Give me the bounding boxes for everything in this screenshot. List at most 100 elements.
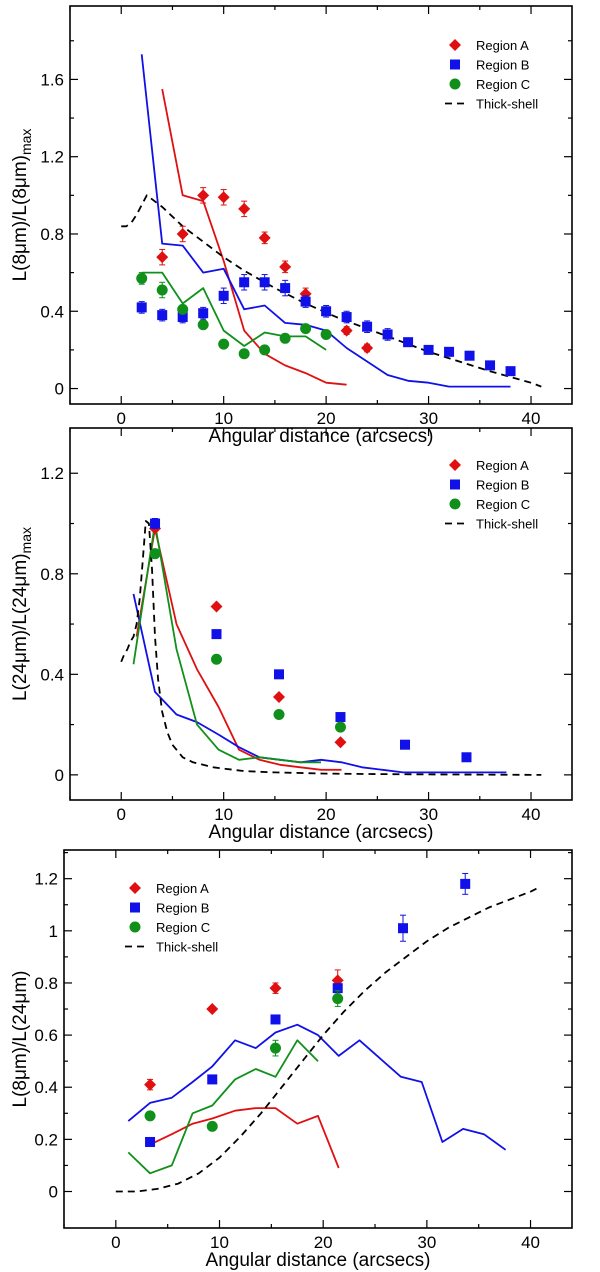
- line-thick-shell: [121, 194, 542, 388]
- point-region-b: [362, 321, 373, 332]
- point-region-c: [177, 303, 189, 315]
- point-region-c: [332, 993, 344, 1005]
- point-region-b: [423, 344, 434, 355]
- x-tick-label: 30: [419, 805, 438, 824]
- point-region-a: [217, 191, 230, 204]
- x-tick-label: 40: [522, 409, 541, 428]
- y-tick-label: 0.8: [34, 974, 58, 993]
- point-region-b: [461, 752, 472, 763]
- line-region-c: [132, 522, 321, 764]
- point-region-c: [269, 1042, 281, 1054]
- point-region-b: [259, 277, 270, 288]
- point-region-c: [144, 1110, 156, 1122]
- y-tick-label: 0: [55, 380, 64, 399]
- legend: Region A Region B Region C Thick-shell: [445, 38, 538, 112]
- x-axis-label: Angular distance (arcsecs): [209, 822, 434, 843]
- y-axis-label: L(8μm)/L(24μm): [10, 971, 31, 1108]
- point-region-c: [149, 548, 161, 560]
- panel-24um-normalized: 0 10 20 30 40 0 0.4 0.8 1.2 Angular distance (arc…: [10, 427, 573, 843]
- y-tick-label: 1.6: [40, 70, 64, 89]
- point-region-b: [150, 518, 161, 529]
- point-region-b: [273, 669, 284, 680]
- point-region-b: [270, 1014, 281, 1025]
- panel-8um-normalized: 0 10 20 30 40 0 0.4 0.8 1.2 1.6 Angular distance (…: [10, 5, 573, 447]
- y-tick-label: 1.2: [34, 870, 58, 889]
- y-axis-label-main: L(8μm)/L(24μm): [10, 971, 31, 1108]
- point-region-a: [269, 982, 282, 995]
- y-tick-label: 0.2: [34, 1130, 58, 1149]
- x-tick-label: 20: [314, 1233, 333, 1252]
- panel-8um-24um-ratio: 0 10 20 30 40 0 0.2 0.4 0.6 0.8 1 1.2 Angular distan…: [10, 849, 573, 1271]
- legend-swatch-region-c: [129, 921, 141, 933]
- point-region-c: [218, 338, 230, 350]
- point-region-a: [144, 1078, 157, 1091]
- y-axis-label: L(8μm)/L(8μm)max: [10, 129, 34, 282]
- x-tick-label: 20: [317, 805, 336, 824]
- legend-swatch-region-b: [450, 479, 460, 490]
- point-region-a: [272, 690, 285, 703]
- line-region-b: [127, 1023, 507, 1151]
- line-region-a: [135, 527, 342, 771]
- point-region-c: [156, 284, 168, 296]
- legend-swatch-region-b: [130, 902, 140, 913]
- x-tick-label: 10: [214, 805, 233, 824]
- point-region-a: [206, 1003, 219, 1016]
- point-region-b: [211, 629, 222, 640]
- x-tick-label: 20: [317, 409, 336, 428]
- x-axis-label: Angular distance (arcsecs): [206, 1250, 431, 1271]
- point-region-b: [177, 312, 188, 323]
- point-region-b: [464, 350, 475, 361]
- point-region-b: [239, 277, 250, 288]
- y-tick-label: 1.2: [40, 464, 64, 483]
- plot-area: [115, 872, 542, 1193]
- x-tick-label: 0: [116, 409, 125, 428]
- legend-label-thick-shell: Thick-shell: [476, 517, 538, 532]
- y-tick-label: 0.4: [40, 302, 64, 321]
- y-tick-label: 0.4: [34, 1078, 58, 1097]
- point-region-a: [176, 227, 189, 240]
- point-region-a: [258, 231, 271, 244]
- point-region-c: [300, 323, 312, 335]
- point-region-b: [136, 302, 147, 313]
- point-region-b: [157, 310, 168, 321]
- point-region-b: [341, 312, 352, 323]
- x-tick-label: 0: [111, 1233, 120, 1252]
- legend: Region A Region B Region C Thick-shell: [125, 881, 218, 955]
- y-tick-label: 0.6: [34, 1026, 58, 1045]
- point-region-c: [259, 344, 271, 356]
- legend-label-region-a: Region A: [476, 38, 529, 53]
- point-region-b: [280, 283, 291, 294]
- point-region-b: [505, 366, 516, 377]
- y-axis-label-subscript: max: [18, 129, 34, 155]
- y-tick-label: 0: [49, 1183, 58, 1202]
- point-region-c: [136, 272, 148, 284]
- x-tick-label: 30: [417, 1233, 436, 1252]
- point-region-a: [340, 324, 353, 337]
- point-region-c: [206, 1120, 218, 1132]
- x-tick-label: 40: [522, 805, 541, 824]
- x-tick-label: 10: [214, 409, 233, 428]
- x-axis-label: Angular distance (arcsecs): [209, 426, 434, 447]
- legend-swatch-region-b: [450, 59, 460, 70]
- y-tick-label: 0.8: [40, 565, 64, 584]
- point-region-b: [382, 329, 393, 340]
- line-thick-shell: [115, 885, 542, 1193]
- legend-label-region-a: Region A: [476, 458, 529, 473]
- point-region-a: [238, 202, 251, 215]
- x-tick-label: 30: [419, 409, 438, 428]
- y-tick-label: 0.4: [40, 665, 64, 684]
- y-tick-label: 1.2: [40, 148, 64, 167]
- point-region-b: [444, 346, 455, 357]
- point-region-a: [334, 736, 347, 749]
- plot-area: [121, 54, 542, 388]
- y-axis-label: L(24μm)/L(24μm)max: [10, 527, 34, 701]
- plot-frame: [69, 427, 573, 801]
- point-region-c: [320, 328, 332, 340]
- y-axis-label-main: L(8μm)/L(8μm): [10, 155, 31, 281]
- y-axis-label-main: L(24μm)/L(24μm): [10, 553, 31, 701]
- point-region-b: [218, 290, 229, 301]
- point-region-c: [273, 709, 285, 721]
- legend: Region A Region B Region C Thick-shell: [445, 458, 538, 532]
- y-tick-label: 1: [49, 922, 58, 941]
- legend-label-thick-shell: Thick-shell: [476, 97, 538, 112]
